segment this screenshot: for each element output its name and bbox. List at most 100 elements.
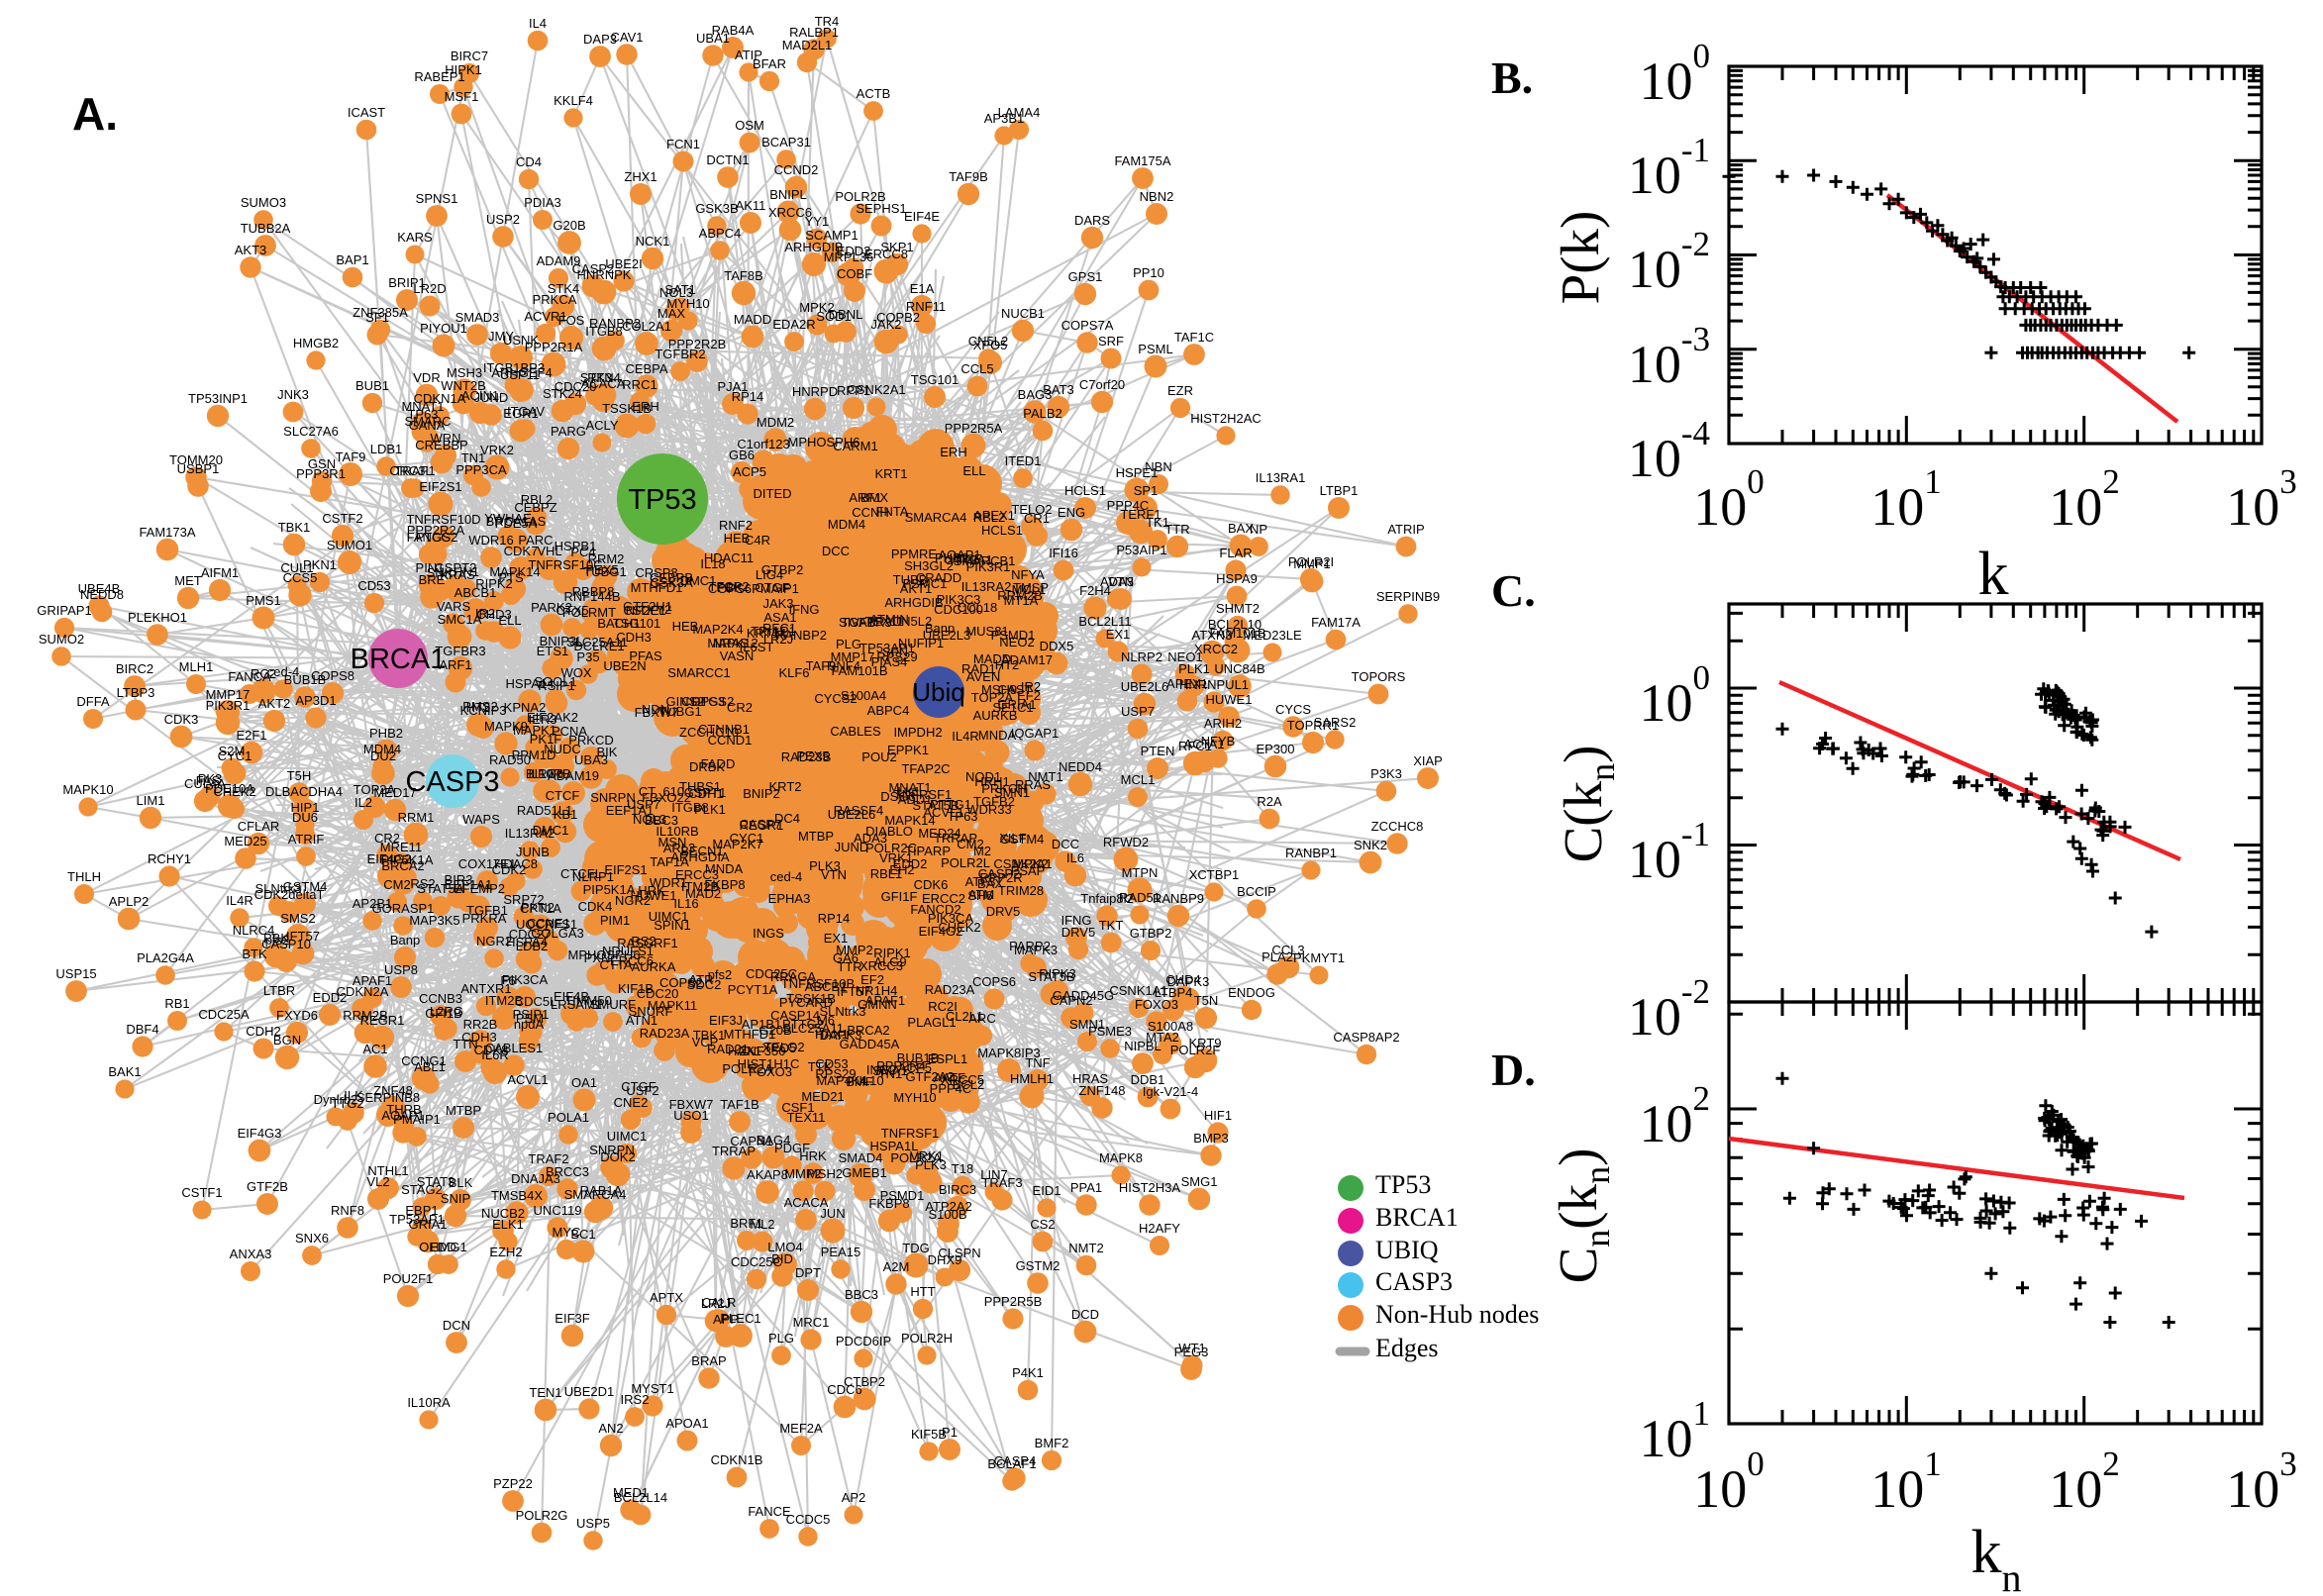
svg-text:CASP3: CASP3 [1375,1267,1453,1296]
svg-text:ACVL1: ACVL1 [507,1072,548,1087]
svg-text:DRBK: DRBK [689,759,725,774]
svg-text:TAF8B: TAF8B [724,268,763,283]
svg-text:CFLAR: CFLAR [238,819,280,834]
svg-text:CCL3: CCL3 [1271,943,1304,957]
svg-text:BRF1: BRF1 [730,1216,762,1231]
svg-text:CUL4A: CUL4A [184,776,226,791]
svg-text:MED25: MED25 [224,834,266,848]
svg-text:RAD23A: RAD23A [640,1026,690,1041]
svg-text:CS2: CS2 [1030,1217,1055,1232]
svg-text:FAM101B: FAM101B [831,663,887,678]
svg-text:HUWE1: HUWE1 [1206,692,1253,707]
svg-text:EIF2S1: EIF2S1 [604,862,647,877]
svg-text:TTR: TTR [837,959,861,974]
svg-text:CABLES: CABLES [830,724,881,739]
svg-text:UIMC1: UIMC1 [649,909,688,924]
svg-text:HSPA4: HSPA4 [506,935,548,949]
svg-text:USP15: USP15 [55,966,96,981]
svg-text:LMO4: LMO4 [767,1240,802,1254]
svg-text:CASP3: CASP3 [405,766,499,798]
svg-text:THBS1: THBS1 [679,779,721,794]
svg-text:DITED: DITED [754,486,792,501]
svg-text:NMT2: NMT2 [1068,1241,1103,1255]
svg-text:TK1: TK1 [1146,515,1169,530]
svg-text:RNF11: RNF11 [906,299,946,314]
svg-text:HEB: HEB [672,619,699,634]
svg-text:POU2F1: POU2F1 [383,1271,434,1286]
svg-text:CAPN1: CAPN1 [730,1134,772,1148]
svg-text:S100A8: S100A8 [1148,1019,1193,1034]
svg-text:ENDOG: ENDOG [1228,985,1275,1000]
svg-text:DFFA: DFFA [76,694,110,709]
svg-text:FKBP8: FKBP8 [704,877,745,892]
svg-text:SNX6: SNX6 [295,1231,329,1246]
svg-text:RRC1: RRC1 [622,377,656,392]
svg-text:COX17E1: COX17E1 [458,856,517,871]
svg-text:MAX: MAX [657,306,686,321]
svg-text:PFAS: PFAS [629,648,662,663]
svg-text:MMP17: MMP17 [206,687,251,702]
svg-text:CR1: CR1 [1024,511,1050,526]
svg-text:TNFRSF10D: TNFRSF10D [406,512,480,527]
svg-text:E1A: E1A [910,281,935,296]
svg-text:ARHGDIB: ARHGDIB [884,595,943,610]
svg-text:USP5: USP5 [576,1516,610,1531]
svg-text:PHB2: PHB2 [369,726,403,741]
svg-text:KIF5B: KIF5B [911,1427,947,1442]
svg-text:CLSPN: CLSPN [938,1246,980,1260]
svg-text:ICAST: ICAST [348,105,385,120]
svg-text:C(kn): C(kn) [1553,746,1622,863]
svg-text:OA1: OA1 [571,1075,597,1090]
svg-text:PALB2: PALB2 [1023,406,1062,421]
svg-text:BAP1: BAP1 [336,252,368,267]
svg-text:UQCRFS1: UQCRFS1 [516,917,577,932]
svg-text:TOP2A: TOP2A [971,690,1014,705]
svg-text:POLA1: POLA1 [548,1110,589,1125]
svg-text:WDR16: WDR16 [468,533,514,548]
svg-text:XCTBP1: XCTBP1 [1189,867,1240,882]
svg-text:BLK: BLK [449,1175,473,1190]
svg-text:LDB1: LDB1 [370,442,403,456]
svg-text:SMC1A: SMC1A [438,612,482,627]
svg-text:TUBB2A: TUBB2A [241,221,291,236]
svg-text:DOK2: DOK2 [600,1149,635,1164]
svg-text:CN5L2: CN5L2 [968,334,1008,349]
svg-text:TP53: TP53 [1375,1170,1431,1199]
svg-text:INGS: INGS [753,926,784,941]
svg-text:TEN1: TEN1 [529,1385,561,1400]
svg-text:LTBP1: LTBP1 [1320,483,1359,498]
svg-text:DPT: DPT [795,1265,821,1280]
svg-text:EZR: EZR [1167,383,1193,398]
svg-text:GRIPAP1: GRIPAP1 [37,603,91,618]
svg-text:USF2: USF2 [626,1083,658,1098]
svg-text:IMPDH2: IMPDH2 [893,725,942,740]
svg-text:APLP2: APLP2 [109,894,149,909]
svg-text:BRCC3: BRCC3 [546,1164,589,1179]
svg-text:POLR2G: POLR2G [516,1508,568,1523]
svg-text:CL2L1: CL2L1 [946,1009,983,1024]
svg-text:NCK1: NCK1 [636,234,670,249]
svg-text:PLG: PLG [836,637,861,651]
svg-text:WNT2B: WNT2B [441,378,486,393]
svg-text:SUMO1: SUMO1 [327,538,372,552]
svg-text:PRKRA: PRKRA [462,911,507,926]
svg-text:ABL1: ABL1 [414,1059,446,1074]
svg-text:TSG101: TSG101 [911,372,959,387]
svg-text:PARP2: PARP2 [1009,939,1051,953]
svg-text:PJA1: PJA1 [717,379,748,394]
svg-text:RFWD2: RFWD2 [1103,835,1149,849]
svg-text:HIPK1: HIPK1 [445,62,482,77]
svg-text:FAM173A: FAM173A [139,525,195,540]
svg-text:Igk-V21-4: Igk-V21-4 [1143,1084,1198,1099]
svg-text:BUB1B: BUB1B [897,1050,940,1065]
svg-text:TAF1C: TAF1C [1174,330,1214,345]
svg-text:RRM1: RRM1 [398,810,435,825]
svg-text:SUMO2: SUMO2 [39,632,84,647]
svg-text:YY1: YY1 [805,214,830,229]
svg-text:KKLF4: KKLF4 [554,93,593,108]
svg-text:TAF1B: TAF1B [720,1097,759,1112]
svg-text:R2A: R2A [1257,794,1282,809]
svg-text:FANCG: FANCG [407,530,452,545]
svg-text:AC1: AC1 [362,1042,387,1056]
svg-text:EDD2: EDD2 [893,856,928,871]
